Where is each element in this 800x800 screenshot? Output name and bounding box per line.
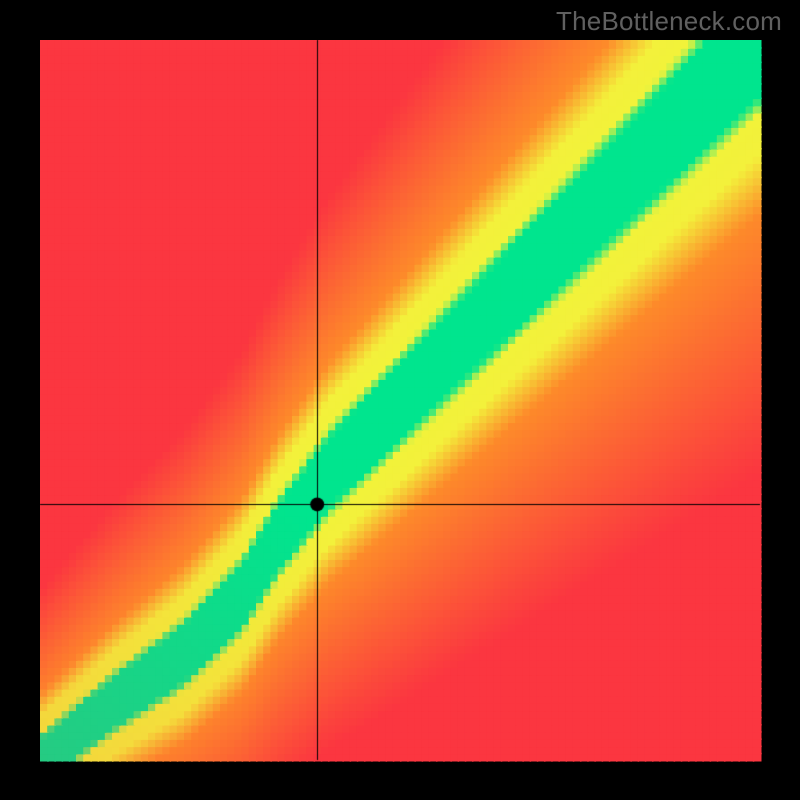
chart-container: TheBottleneck.com: [0, 0, 800, 800]
watermark-text: TheBottleneck.com: [556, 6, 782, 37]
overlay-canvas: [0, 0, 800, 800]
